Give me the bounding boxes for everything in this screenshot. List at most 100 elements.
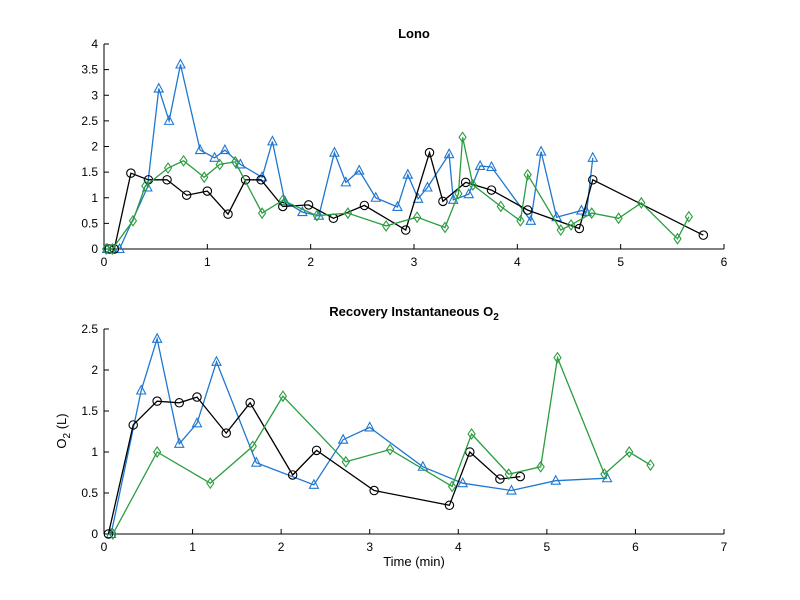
data-point-triangle xyxy=(209,151,220,162)
data-point-diamond xyxy=(684,210,694,223)
data-point-triangle xyxy=(340,176,352,187)
data-point-triangle xyxy=(296,205,308,217)
data-point-diamond xyxy=(566,218,576,231)
data-point-circle xyxy=(174,398,185,408)
y-tick-label: 2 xyxy=(91,140,98,154)
data-point-triangle xyxy=(486,160,497,172)
data-point-triangle xyxy=(443,148,455,159)
y-axis-label-text: O xyxy=(54,438,69,448)
data-point-triangle xyxy=(370,191,382,202)
data-point-triangle xyxy=(457,476,469,488)
data-point-circle xyxy=(400,225,411,235)
x-tick-label: 5 xyxy=(544,540,551,554)
series-triangle xyxy=(105,332,613,539)
y-tick-label: 0.5 xyxy=(81,486,98,500)
x-tick-label: 0 xyxy=(101,540,108,554)
y-tick-label: 4 xyxy=(91,37,98,51)
data-point-circle xyxy=(202,186,213,196)
data-point-diamond xyxy=(412,211,422,224)
series-line xyxy=(112,355,651,535)
x-tick-label: 5 xyxy=(617,255,624,269)
data-point-circle xyxy=(223,209,233,219)
data-point-circle xyxy=(103,529,114,539)
data-point-triangle xyxy=(353,164,365,175)
y-tick-label: 3.5 xyxy=(81,63,98,77)
data-point-diamond xyxy=(553,351,562,364)
data-point-triangle xyxy=(173,437,185,448)
data-point-diamond xyxy=(206,477,215,490)
data-point-diamond xyxy=(587,207,596,220)
data-point-diamond xyxy=(128,214,138,227)
series-line xyxy=(110,336,608,535)
data-point-triangle xyxy=(550,474,562,485)
data-point-diamond xyxy=(440,221,450,234)
data-point-circle xyxy=(486,185,497,195)
y-tick-label: 1.5 xyxy=(81,165,98,179)
data-point-triangle xyxy=(308,478,320,489)
data-point-triangle xyxy=(151,332,163,343)
data-point-circle xyxy=(181,190,192,200)
data-point-triangle xyxy=(114,242,125,254)
series-diamond xyxy=(108,351,655,540)
x-tick-label: 3 xyxy=(411,255,418,269)
x-axis-label: Time (min) xyxy=(383,554,445,569)
chart-title-subscript: 2 xyxy=(493,312,499,323)
data-point-triangle xyxy=(506,484,517,495)
data-point-triangle xyxy=(463,187,475,199)
data-point-diamond xyxy=(101,243,111,255)
data-point-diamond xyxy=(152,446,162,458)
data-point-triangle xyxy=(601,472,613,483)
data-point-triangle xyxy=(402,168,414,179)
y-tick-label: 3 xyxy=(91,88,98,102)
series-line xyxy=(107,64,594,250)
data-point-circle xyxy=(465,447,475,457)
x-tick-label: 4 xyxy=(455,540,462,554)
chart-bottom-recovery: Recovery Instantaneous O2 Time (min) O2 … xyxy=(54,304,728,569)
data-point-triangle xyxy=(535,145,547,156)
data-point-diamond xyxy=(496,200,505,213)
y-tick-label: 2 xyxy=(91,363,98,377)
series-line xyxy=(106,137,690,250)
data-point-diamond xyxy=(385,443,395,456)
y-tick-label: 2.5 xyxy=(81,114,98,128)
data-point-diamond xyxy=(141,180,150,192)
data-point-circle xyxy=(311,445,322,456)
data-point-circle xyxy=(574,223,585,234)
data-point-diamond xyxy=(625,446,634,458)
data-point-circle xyxy=(192,392,202,402)
data-point-triangle xyxy=(163,114,175,125)
y-axis-label: O2 (L) xyxy=(54,413,73,448)
x-tick-label: 1 xyxy=(204,255,211,269)
data-point-circle xyxy=(438,196,448,207)
series-circle xyxy=(103,392,526,539)
data-point-diamond xyxy=(447,480,457,493)
data-point-diamond xyxy=(458,131,467,144)
series-triangle xyxy=(101,58,599,254)
data-point-diamond xyxy=(468,178,478,191)
data-point-diamond xyxy=(312,209,322,222)
data-point-circle xyxy=(444,500,455,511)
data-point-diamond xyxy=(341,455,350,468)
data-point-diamond xyxy=(523,168,532,181)
data-point-circle xyxy=(522,205,533,215)
data-point-triangle xyxy=(364,421,376,432)
data-point-diamond xyxy=(614,212,623,225)
data-point-triangle xyxy=(234,158,246,169)
data-point-circle xyxy=(303,200,314,210)
chart-top-lono: Lono 0 1 2 3 4 5 6 0 0.5 1 1.5 2 2.5 3 3.5 4 xyxy=(81,26,727,269)
data-point-circle xyxy=(369,485,379,496)
data-point-triangle xyxy=(219,143,231,155)
y-tick-label: 1 xyxy=(91,191,98,205)
x-tick-label: 6 xyxy=(721,255,728,269)
data-point-circle xyxy=(460,177,471,188)
data-point-circle xyxy=(256,175,266,185)
data-point-triangle xyxy=(191,417,203,428)
data-point-triangle xyxy=(337,433,349,444)
data-point-circle xyxy=(424,147,435,158)
y-tick-label: 1.5 xyxy=(81,404,98,418)
data-point-triangle xyxy=(422,181,433,192)
data-point-triangle xyxy=(447,193,459,204)
x-tick-label: 6 xyxy=(632,540,639,554)
